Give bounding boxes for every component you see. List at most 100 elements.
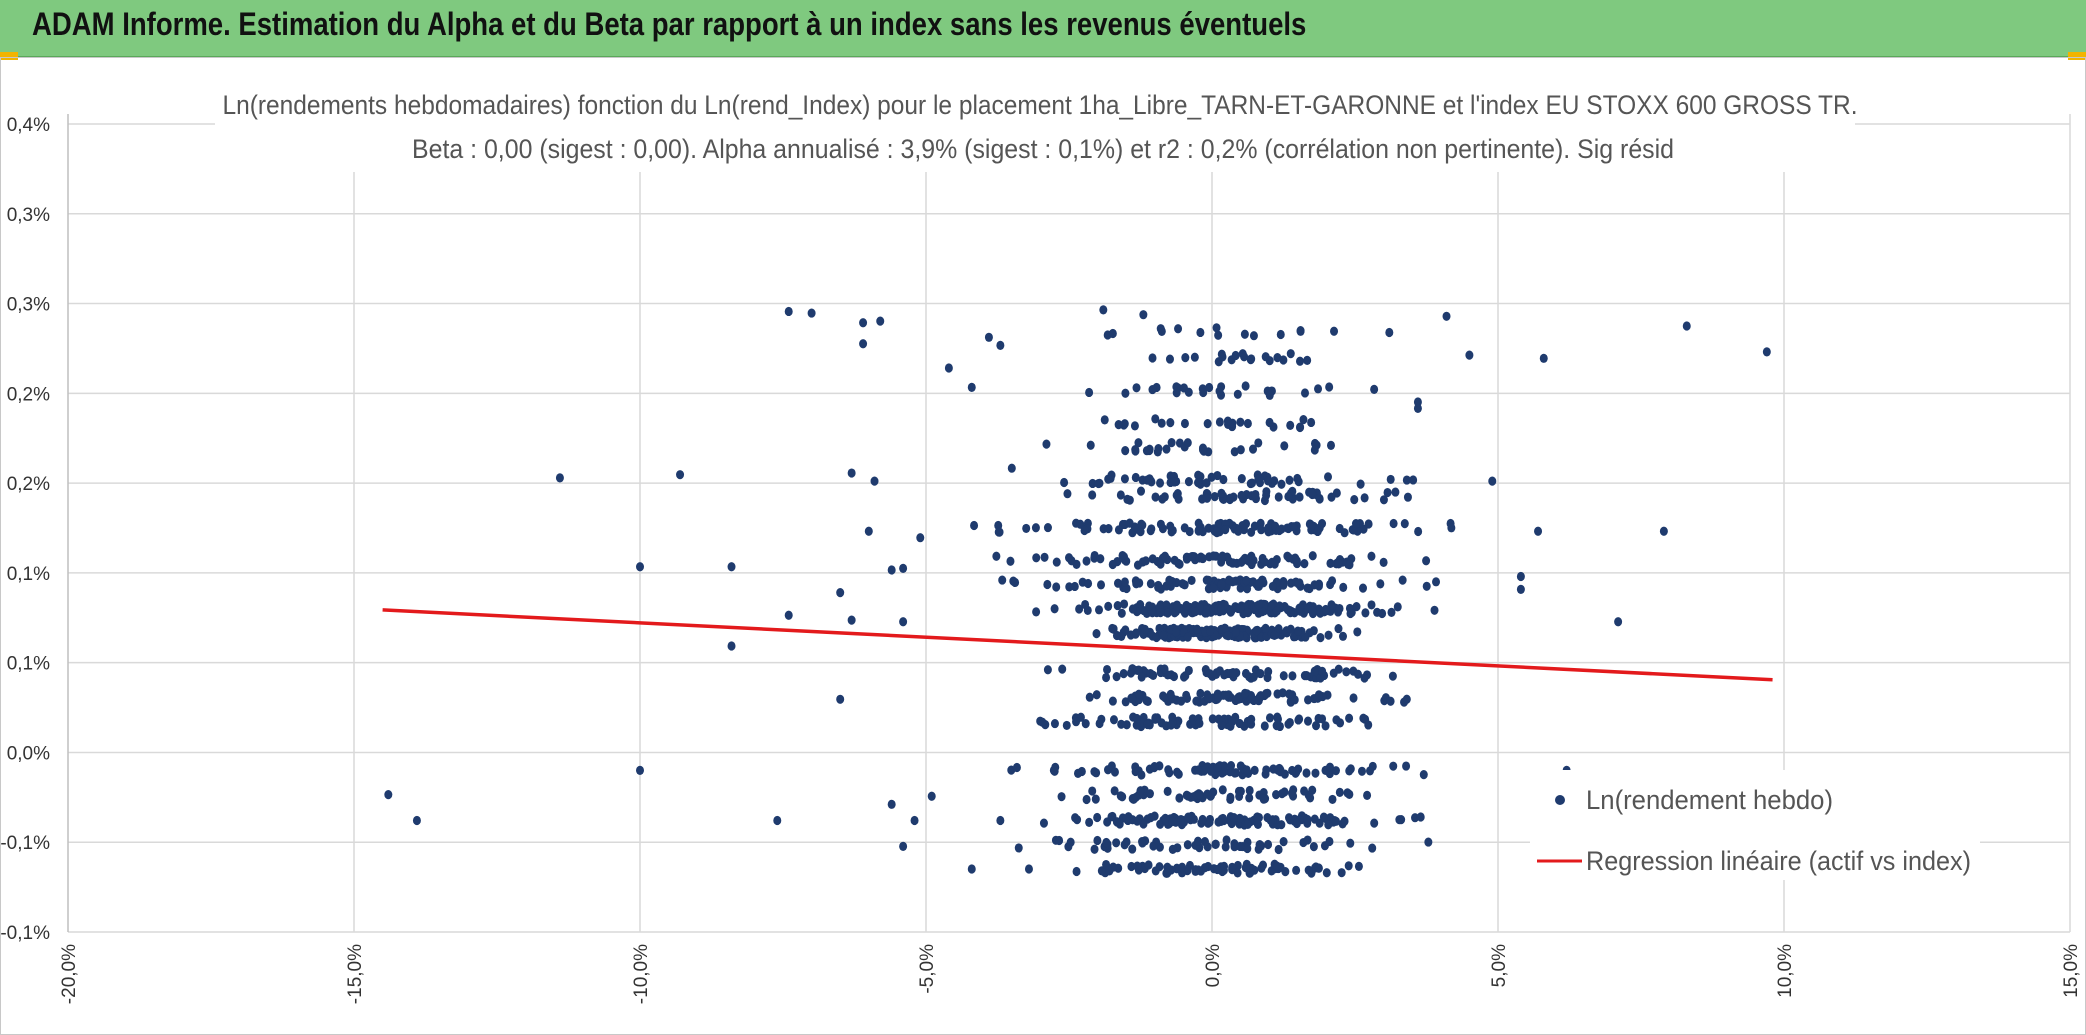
data-point	[1240, 329, 1249, 339]
data-point	[1126, 668, 1135, 678]
data-point	[1303, 835, 1312, 845]
legend: Ln(rendement hebdo) Regression linéaire …	[1530, 770, 1980, 880]
data-point	[1130, 421, 1139, 431]
data-point	[1337, 868, 1346, 878]
data-point	[1243, 607, 1252, 618]
x-tick-label: -10,0%	[631, 944, 652, 1004]
data-point	[1182, 790, 1191, 800]
data-point	[859, 318, 868, 328]
data-point	[1112, 838, 1121, 848]
data-point	[1151, 714, 1160, 724]
data-point	[1385, 327, 1394, 338]
data-point	[1196, 327, 1205, 338]
data-point	[1200, 837, 1209, 847]
data-point	[412, 815, 421, 826]
data-point	[1264, 839, 1273, 850]
data-point	[1249, 444, 1258, 454]
data-point	[1182, 690, 1191, 700]
data-point	[1359, 713, 1368, 723]
data-point	[1208, 714, 1217, 724]
data-point	[899, 841, 908, 851]
data-point	[1309, 841, 1318, 852]
data-point	[1335, 603, 1344, 614]
data-point	[1103, 817, 1112, 827]
data-point	[1080, 525, 1089, 536]
data-point	[1389, 518, 1398, 529]
data-point	[1254, 438, 1263, 448]
data-point	[836, 694, 845, 704]
data-point	[1321, 721, 1330, 731]
data-point	[1102, 672, 1111, 683]
data-point	[1313, 526, 1322, 537]
data-point	[899, 563, 908, 574]
data-point	[1413, 397, 1422, 407]
data-point	[996, 340, 1005, 350]
data-point	[1614, 617, 1623, 627]
data-point	[1134, 438, 1143, 448]
data-point	[1143, 719, 1152, 730]
data-point	[1386, 474, 1395, 485]
data-point	[1430, 605, 1439, 615]
data-point	[1219, 474, 1228, 485]
data-point	[1050, 718, 1059, 729]
data-point	[1318, 666, 1327, 676]
data-point	[1191, 866, 1200, 876]
data-point	[1304, 716, 1313, 726]
data-point	[1376, 579, 1385, 589]
data-point	[870, 476, 879, 486]
data-point	[1262, 689, 1271, 699]
data-point	[1217, 579, 1226, 590]
data-point	[1303, 814, 1312, 825]
data-point	[1203, 419, 1212, 429]
data-point	[1207, 472, 1216, 482]
data-point	[1241, 381, 1250, 391]
data-point	[1120, 577, 1129, 587]
data-point	[1288, 788, 1297, 798]
data-point	[1350, 495, 1359, 505]
data-point	[1214, 692, 1223, 703]
y-tick-label: 0,4%	[7, 115, 50, 136]
data-point	[1322, 868, 1331, 878]
data-point	[1158, 494, 1167, 504]
data-point	[1076, 519, 1085, 529]
data-point	[899, 617, 908, 627]
data-point	[1094, 478, 1103, 489]
data-point	[1414, 526, 1423, 537]
data-point	[1379, 495, 1388, 505]
x-tick-label: 10,0%	[1775, 944, 1796, 998]
data-point	[1316, 633, 1325, 643]
data-point	[1099, 305, 1108, 315]
data-point	[1165, 354, 1174, 364]
data-point	[1215, 417, 1224, 427]
data-point	[1217, 554, 1226, 564]
data-point	[1249, 672, 1258, 682]
data-point	[1387, 607, 1396, 617]
data-point	[1109, 715, 1118, 725]
data-point	[1235, 718, 1244, 729]
data-point	[864, 526, 873, 536]
data-point	[1253, 814, 1262, 824]
data-point	[1024, 864, 1033, 874]
data-point	[1279, 580, 1288, 590]
data-point	[1302, 768, 1311, 778]
data-point	[1132, 713, 1141, 724]
regression-line	[382, 608, 1773, 682]
data-point	[1159, 630, 1168, 641]
data-point	[1207, 766, 1216, 776]
data-point	[1286, 420, 1295, 430]
data-point	[1365, 766, 1374, 776]
data-point	[1247, 693, 1256, 703]
data-point	[1174, 494, 1183, 504]
data-point	[1187, 575, 1196, 586]
data-point	[1311, 768, 1320, 778]
data-point	[1280, 441, 1289, 451]
data-point	[1285, 475, 1294, 485]
data-point	[1128, 604, 1137, 614]
data-point	[1284, 553, 1293, 563]
data-point	[1125, 518, 1134, 528]
data-point	[1110, 767, 1119, 777]
data-point	[1095, 718, 1104, 729]
data-point	[1156, 608, 1165, 618]
data-point	[1149, 670, 1158, 680]
data-point	[1178, 862, 1187, 872]
